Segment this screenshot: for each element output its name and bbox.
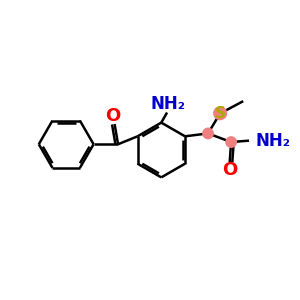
Text: S: S — [215, 106, 226, 121]
Text: NH₂: NH₂ — [255, 132, 290, 150]
Text: O: O — [222, 161, 237, 179]
Circle shape — [203, 128, 213, 139]
Text: NH₂: NH₂ — [151, 95, 186, 113]
Circle shape — [214, 107, 226, 120]
Text: O: O — [105, 107, 120, 125]
Circle shape — [226, 137, 236, 147]
